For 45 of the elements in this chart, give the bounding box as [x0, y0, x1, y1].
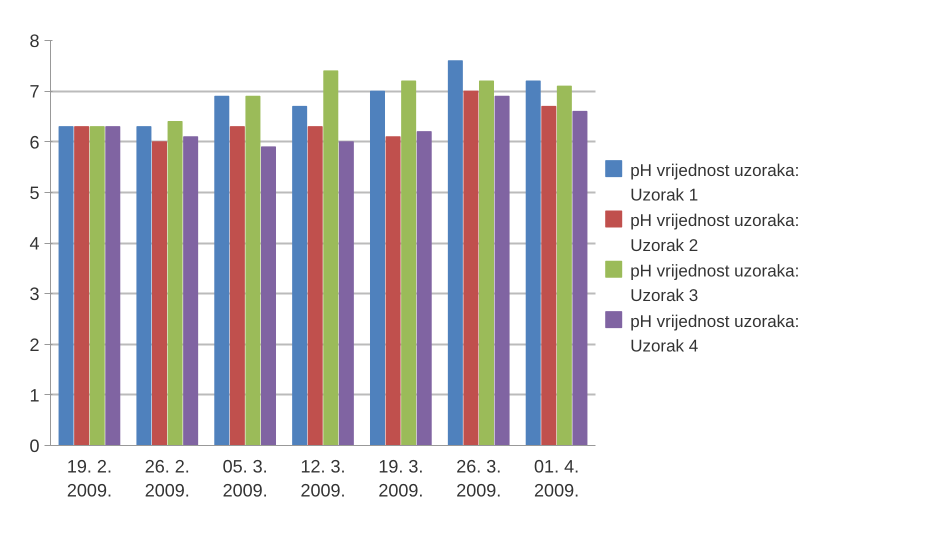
bar: [105, 126, 120, 446]
bar: [230, 126, 245, 446]
y-tick-label: 2: [29, 334, 40, 355]
x-tick-label: 19. 2. 2009.: [66, 456, 112, 500]
bar: [308, 126, 323, 446]
bar: [401, 80, 416, 446]
bar: [214, 96, 230, 446]
bar: [292, 106, 308, 446]
bar: [463, 90, 478, 446]
bar: [494, 96, 510, 446]
y-tick-label: 5: [29, 182, 40, 203]
bar: [386, 136, 401, 446]
x-tick-label: 19. 3. 2009.: [378, 456, 424, 500]
bar: [90, 126, 105, 446]
bar: [168, 121, 183, 446]
x-tick-label: 01. 4. 2009.: [534, 456, 580, 500]
y-tick-label: 7: [29, 82, 40, 102]
bar: [556, 86, 572, 446]
bar: [370, 90, 386, 446]
y-tick-label: 4: [29, 234, 40, 254]
bar: [572, 110, 588, 446]
bar: [478, 80, 494, 446]
y-tick-label: 0: [29, 436, 40, 456]
y-tick-label: 8: [29, 31, 40, 51]
bar: [74, 126, 90, 446]
legend-label: pH vrijednost uzoraka: Uzorak 4: [630, 312, 800, 356]
y-tick-label: 6: [29, 132, 40, 152]
bar: [136, 126, 152, 446]
y-tick-label: 3: [29, 284, 40, 304]
bar: [260, 146, 276, 446]
x-tick-label: 12. 3. 2009.: [300, 456, 346, 500]
y-tick-label: 1: [29, 385, 40, 406]
bar: [58, 126, 74, 446]
bar: [245, 96, 260, 446]
x-tick-label: 26. 3. 2009.: [456, 456, 502, 500]
bar: [416, 131, 432, 446]
bar: [526, 80, 541, 446]
bar: [338, 141, 354, 446]
bar: [152, 141, 168, 446]
bar: [448, 60, 463, 446]
x-tick-label: 26. 2. 2009.: [144, 456, 190, 500]
bar: [323, 70, 338, 446]
x-tick-label: 05. 3. 2009.: [222, 456, 268, 500]
bar: [183, 136, 198, 446]
bar: [541, 106, 556, 446]
